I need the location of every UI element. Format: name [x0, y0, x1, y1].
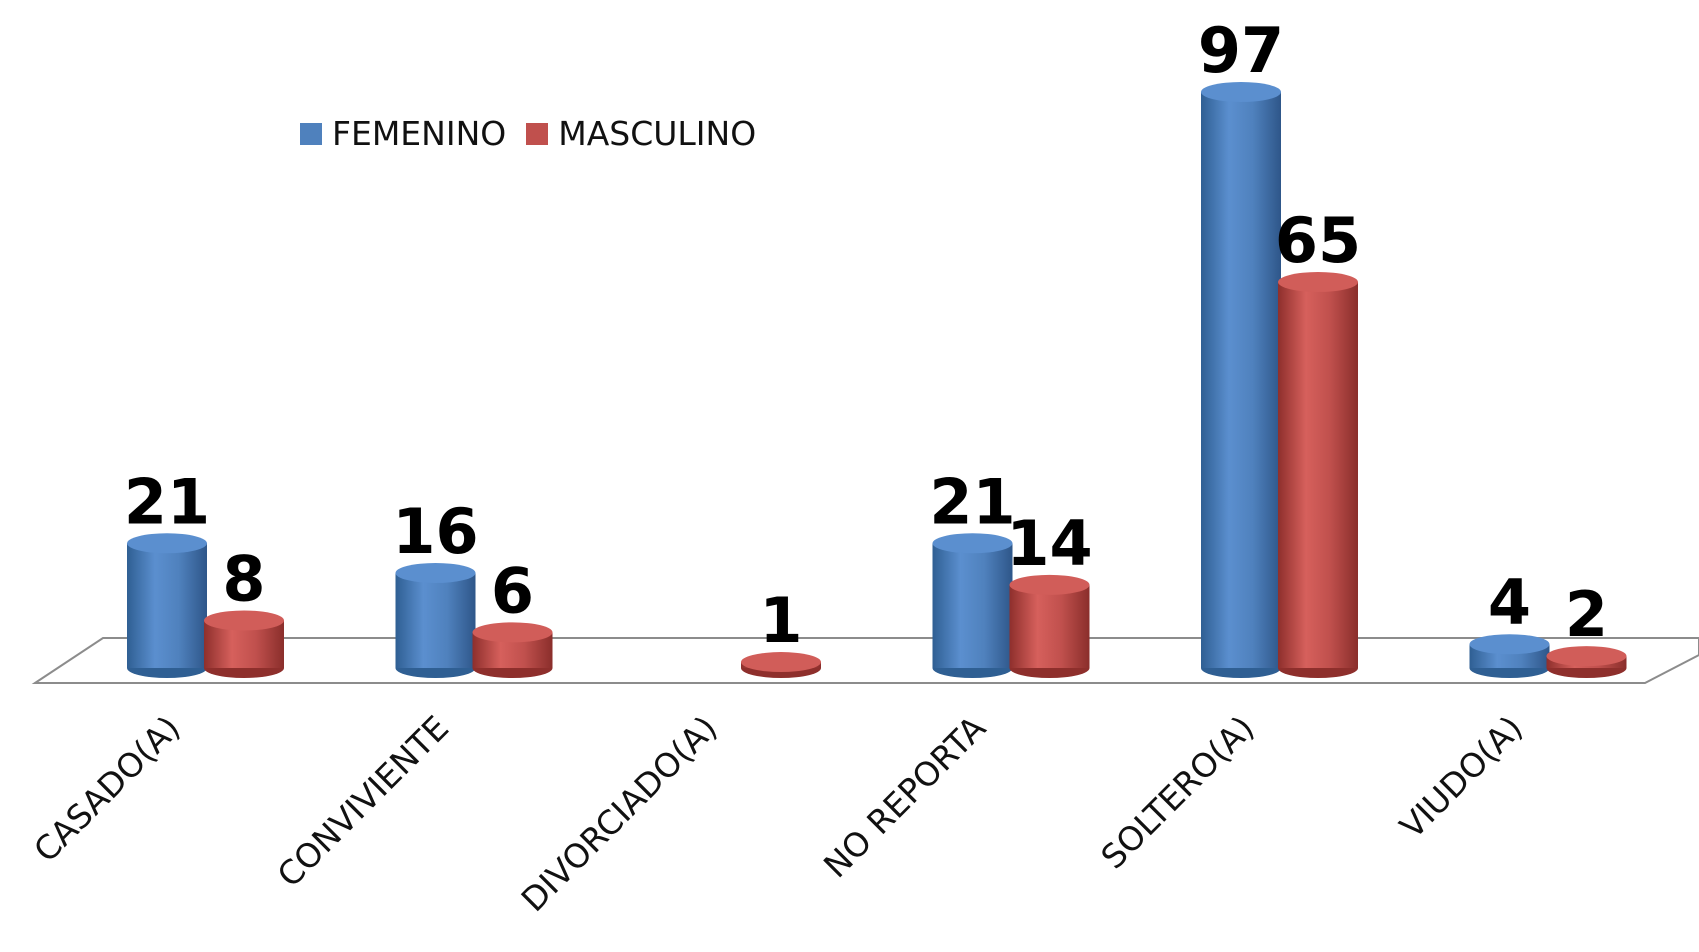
chart-floor	[31, 637, 1699, 684]
bar-cap	[127, 533, 207, 554]
category-label-1: CONVIVIENTE	[270, 708, 457, 895]
category-label-0: CASADO(A)	[26, 708, 188, 870]
data-label-masculino-5: 2	[1565, 578, 1608, 651]
bar-femenino-5	[1469, 634, 1550, 678]
bar-cap	[1009, 574, 1090, 595]
bar-cap	[1201, 82, 1281, 102]
data-label-masculino-2: 1	[759, 584, 802, 657]
bar-cap	[741, 652, 821, 673]
legend-swatch-femenino	[300, 122, 322, 145]
bar-femenino-0	[127, 533, 207, 678]
bar-body	[127, 543, 207, 668]
category-labels-layer: CASADO(A) CONVIVIENTE DIVORCIADO(A) NO REPO…	[26, 708, 1530, 919]
bar-masculino-2	[741, 652, 821, 678]
category-label-4: SOLTERO(A)	[1093, 708, 1261, 876]
bar-masculino-4	[1278, 272, 1358, 678]
bar-cap	[204, 610, 284, 631]
legend-item-masculino: MASCULINO	[526, 114, 756, 153]
category-label-3: NO REPORTA	[816, 708, 993, 885]
bar-masculino-0	[204, 610, 284, 678]
legend-swatch-masculino	[526, 122, 549, 145]
bar-masculino-1	[472, 622, 553, 678]
data-label-femenino-0: 21	[124, 465, 210, 538]
bar-femenino-4	[1201, 82, 1281, 678]
bar-masculino-5	[1546, 646, 1627, 678]
data-label-masculino-0: 8	[222, 542, 265, 615]
bars-layer	[127, 82, 1627, 678]
bar-body	[1201, 92, 1281, 668]
legend-label-masculino: MASCULINO	[558, 114, 757, 153]
category-label-5: VIUDO(A)	[1392, 708, 1530, 846]
bar-cap	[1278, 272, 1358, 293]
data-label-femenino-1: 16	[392, 495, 478, 568]
bar-cap	[1469, 634, 1550, 655]
data-label-masculino-4: 65	[1275, 204, 1361, 277]
bar-cap	[395, 562, 476, 583]
legend: FEMENINO MASCULINO	[300, 114, 756, 153]
bar-body	[1009, 584, 1090, 668]
data-label-femenino-3: 21	[929, 465, 1015, 538]
bar-cap	[472, 622, 553, 643]
legend-label-femenino: FEMENINO	[332, 114, 507, 153]
bar-femenino-1	[395, 562, 476, 678]
data-label-femenino-5: 4	[1488, 566, 1531, 639]
legend-item-femenino: FEMENINO	[300, 114, 506, 153]
bar-femenino-3	[932, 533, 1013, 678]
bar-body	[395, 572, 476, 668]
bar-cap	[1546, 646, 1627, 667]
data-label-femenino-4: 97	[1198, 14, 1284, 87]
bar-body	[1278, 282, 1358, 668]
category-label-2: DIVORCIADO(A)	[514, 708, 725, 919]
bar-cap	[932, 533, 1013, 554]
data-label-masculino-3: 14	[1006, 507, 1092, 580]
data-label-masculino-1: 6	[491, 554, 534, 627]
bar-body	[932, 543, 1013, 668]
bar-masculino-3	[1009, 574, 1090, 678]
